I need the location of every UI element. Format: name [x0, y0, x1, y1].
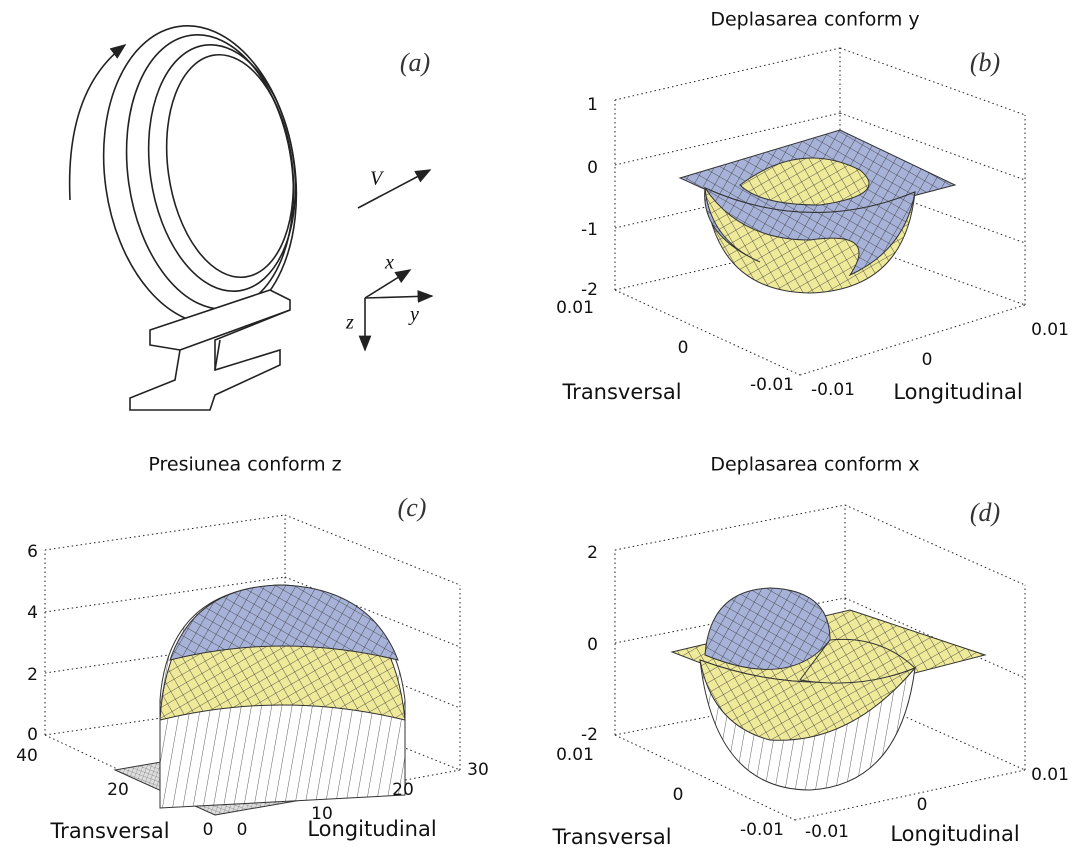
longitudinal-tick-label: 0.01 [1031, 765, 1069, 785]
z-tick-label: 6 [27, 542, 38, 562]
wheel-rail-diagram [68, 25, 434, 411]
z-tick-label: -1 [581, 220, 598, 240]
z-tick-label: 1 [587, 95, 598, 115]
z-tick-label: 2 [27, 665, 38, 685]
box-edge [614, 47, 841, 101]
axis-label: Longitudinal [890, 822, 1019, 846]
axis-y-label: y [408, 304, 419, 326]
longitudinal-tick-label: -0.01 [805, 822, 849, 842]
surface [113, 584, 407, 816]
axis-label: Transversal [49, 819, 169, 843]
transversal-tick-label: -0.01 [740, 820, 784, 840]
panel-label: (d) [970, 498, 1000, 527]
box-edge [284, 514, 461, 586]
z-tick-label: 0 [27, 725, 38, 745]
box-edge [614, 734, 796, 821]
transversal-tick-label: 0.01 [556, 745, 594, 765]
z-tick-label: 0 [587, 635, 598, 655]
velocity-label: V [370, 168, 385, 190]
axis-z-label: z [345, 312, 354, 334]
transversal-tick-label: 0.01 [556, 298, 594, 318]
longitudinal-tick-label: 0 [237, 820, 248, 840]
transversal-tick-label: 40 [16, 746, 38, 766]
box-edge [839, 112, 1026, 181]
z-tick-label: -2 [581, 280, 598, 300]
surface [670, 587, 987, 791]
axis-label: Longitudinal [307, 817, 436, 841]
surface [678, 129, 957, 294]
panel-label: (a) [400, 48, 430, 77]
box-edge [614, 289, 801, 376]
transversal-tick-label: 0 [673, 785, 684, 805]
axis-label: Transversal [551, 825, 671, 849]
box-edge [844, 597, 1026, 679]
z-tick-label: 4 [27, 603, 38, 623]
axis-x-label: x [384, 252, 394, 274]
transversal-tick-label: 0 [203, 820, 214, 840]
transversal-tick-label: 20 [107, 780, 129, 800]
longitudinal-tick-label: 0 [922, 350, 933, 370]
panel-title: Deplasarea conform x [710, 454, 919, 476]
box-edge [44, 514, 286, 551]
axis-label: Longitudinal [893, 380, 1022, 404]
box-edge [799, 304, 1026, 376]
transversal-tick-label: -0.01 [750, 375, 794, 395]
panel-label: (b) [970, 48, 1000, 77]
longitudinal-tick-label: 20 [392, 780, 414, 800]
box-edge [614, 504, 846, 551]
longitudinal-tick-label: 0.01 [1031, 320, 1069, 340]
box-edge [794, 769, 1026, 821]
box-edge [844, 504, 1026, 586]
panel-title: Presiunea conform z [148, 454, 341, 476]
panel-title: Deplasarea conform y [710, 9, 919, 31]
panel-label: (c) [398, 493, 427, 522]
transversal-tick-label: 0 [678, 338, 689, 358]
longitudinal-tick-label: 0 [917, 795, 928, 815]
z-tick-label: 0 [587, 158, 598, 178]
longitudinal-tick-label: -0.01 [811, 380, 855, 400]
box-edge [839, 47, 1026, 116]
z-tick-label: -2 [581, 725, 598, 745]
longitudinal-tick-label: 30 [467, 760, 489, 780]
z-tick-label: 2 [587, 543, 598, 563]
axis-label: Transversal [561, 380, 681, 404]
longitudinal-tick-label: 10 [311, 804, 333, 824]
